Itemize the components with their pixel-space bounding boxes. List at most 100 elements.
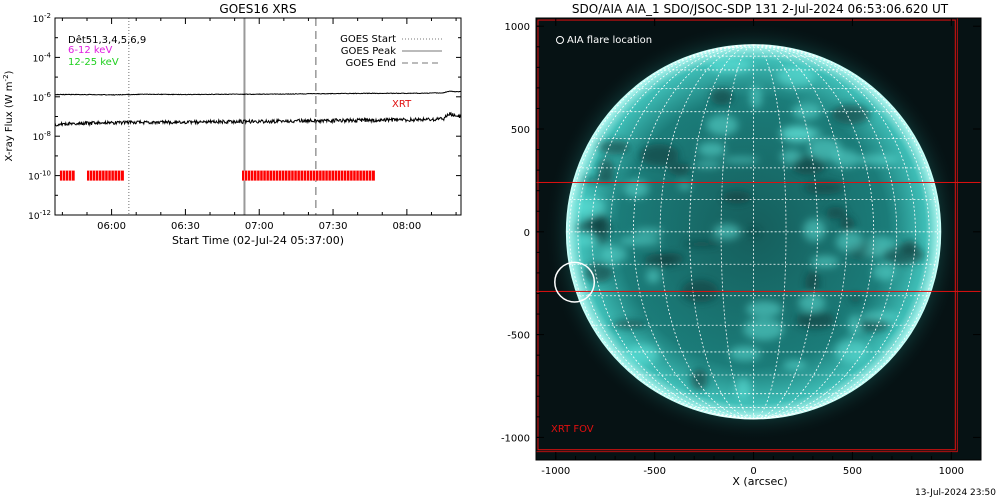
bright-region: [574, 197, 605, 217]
longitude-line: [720, 44, 754, 420]
bright-region: [735, 377, 751, 400]
dark-region: [690, 368, 708, 391]
longitude-line: [689, 44, 754, 420]
goes-x-ticks: 06:00 06:30 07:00 07:30 08:00: [61, 18, 457, 232]
aia-plot-frame: [535, 17, 982, 461]
dark-region: [667, 162, 691, 176]
goes-series: [55, 90, 461, 127]
xrt-label: XRT: [392, 99, 412, 110]
aia-y-tick-label: 500: [511, 125, 530, 136]
aia-x-tick-label: 1000: [939, 466, 964, 477]
bright-region: [872, 263, 896, 281]
aia-legend: AIA flare location: [556, 35, 652, 46]
bright-region: [803, 218, 826, 242]
dark-region: [831, 104, 871, 125]
dark-region: [584, 262, 613, 283]
bright-region: [777, 65, 815, 87]
bright-region: [746, 300, 783, 318]
xrt-coverage-bar: [242, 170, 375, 181]
xrt-coverage-bar: [86, 170, 124, 181]
dark-region: [721, 190, 752, 204]
dark-region: [747, 228, 760, 235]
dark-region: [682, 240, 720, 248]
longitude-line: [591, 44, 754, 420]
aia-y-tick-label: -500: [507, 331, 530, 342]
bright-region: [848, 314, 862, 335]
dark-region: [597, 158, 615, 182]
bright-region: [743, 318, 784, 341]
bright-region: [677, 182, 692, 190]
goes-plot-frame: [54, 17, 462, 216]
dark-region: [840, 216, 855, 234]
bright-region: [626, 344, 660, 364]
bright-region: [778, 126, 822, 140]
bright-region: [623, 179, 649, 198]
longitude-line: [577, 44, 754, 420]
goes-event-markers: [128, 18, 317, 215]
xrt-strip-box: [536, 181, 981, 292]
aia-x-axis-label: X (arcsec): [732, 475, 787, 488]
goes-y-tick-label: 10-10: [28, 170, 51, 183]
dark-region: [791, 155, 826, 176]
aia-x-ticks: -1000 -500 0 500 1000: [541, 18, 964, 477]
aia-y-tick-label: 1000: [505, 22, 530, 33]
goes-y-ticks: 10-2 10-4 10-6 10-8 10-10 10-12: [28, 12, 461, 222]
longitude-line: [753, 44, 787, 420]
bright-region: [706, 114, 738, 136]
xrt-fov-box: [537, 19, 956, 451]
band-label-high: 12-25 keV: [68, 57, 119, 68]
longitude-line: [753, 44, 898, 420]
longitude-line: [753, 44, 939, 420]
aia-x-tick-label: 0: [750, 466, 756, 477]
goes-y-axis-label: X-ray Flux (W m-2): [2, 70, 15, 161]
bright-region: [807, 138, 843, 161]
heliographic-grid: [566, 44, 941, 420]
bright-region: [836, 231, 864, 252]
goes-x-tick-label: 06:30: [171, 221, 200, 232]
legend-goes-start-label: GOES Start: [340, 34, 396, 45]
dark-region: [849, 294, 862, 303]
goes-x-tick-label: 07:30: [319, 221, 348, 232]
footer-timestamp: 13-Jul-2024 23:50: [915, 488, 996, 498]
detectors-label: Dêt51,3,4,5,6,9: [68, 34, 146, 46]
dark-region: [593, 227, 609, 245]
goes-y-tick-label: 10-2: [33, 12, 51, 25]
bright-region: [695, 161, 722, 168]
dark-region: [658, 252, 685, 265]
bright-region: [835, 339, 868, 363]
bright-region: [782, 359, 807, 370]
goes-y-tick-label: 10-4: [33, 51, 52, 64]
goes-panel: GOES16 XRS X-ray Flux (W m-2) 10-2 10-4 10…: [2, 2, 462, 247]
goes-legend: GOES Start GOES Peak GOES End: [340, 34, 442, 69]
band-label-low: 6-12 keV: [68, 45, 112, 56]
xrt-coverage-bar: [59, 170, 75, 181]
bright-region: [749, 85, 763, 109]
bright-region: [798, 294, 826, 312]
aia-y-ticks: 1000 500 0 -500 -1000: [501, 22, 981, 444]
longitude-line: [659, 44, 754, 420]
goes-title: GOES16 XRS: [219, 2, 296, 16]
bright-region: [601, 245, 627, 263]
goes-x-tick-label: 07:00: [245, 221, 274, 232]
flare-location-circle: [554, 261, 596, 303]
aia-x-tick-label: 500: [843, 466, 862, 477]
bright-region: [618, 235, 661, 246]
aia-y-tick-label: 0: [524, 228, 530, 239]
dark-region: [611, 319, 648, 329]
bright-region: [646, 269, 661, 284]
goes-series-line: [55, 111, 461, 127]
dark-region: [825, 206, 847, 219]
bright-region: [832, 150, 859, 168]
goes-y-tick-label: 10-6: [33, 91, 52, 104]
dark-region: [710, 88, 734, 106]
bright-region: [697, 141, 726, 157]
aia-x-tick-label: -500: [643, 466, 666, 477]
bright-region: [811, 255, 839, 268]
goes-x-axis-label: Start Time (02-Jul-24 05:37:00): [172, 234, 344, 247]
legend-goes-end-label: GOES End: [346, 58, 396, 69]
longitude-line: [633, 44, 754, 420]
longitude-line: [753, 44, 818, 420]
xrt-fov-label: XRT FOV: [551, 424, 594, 435]
goes-series-line: [55, 90, 461, 96]
